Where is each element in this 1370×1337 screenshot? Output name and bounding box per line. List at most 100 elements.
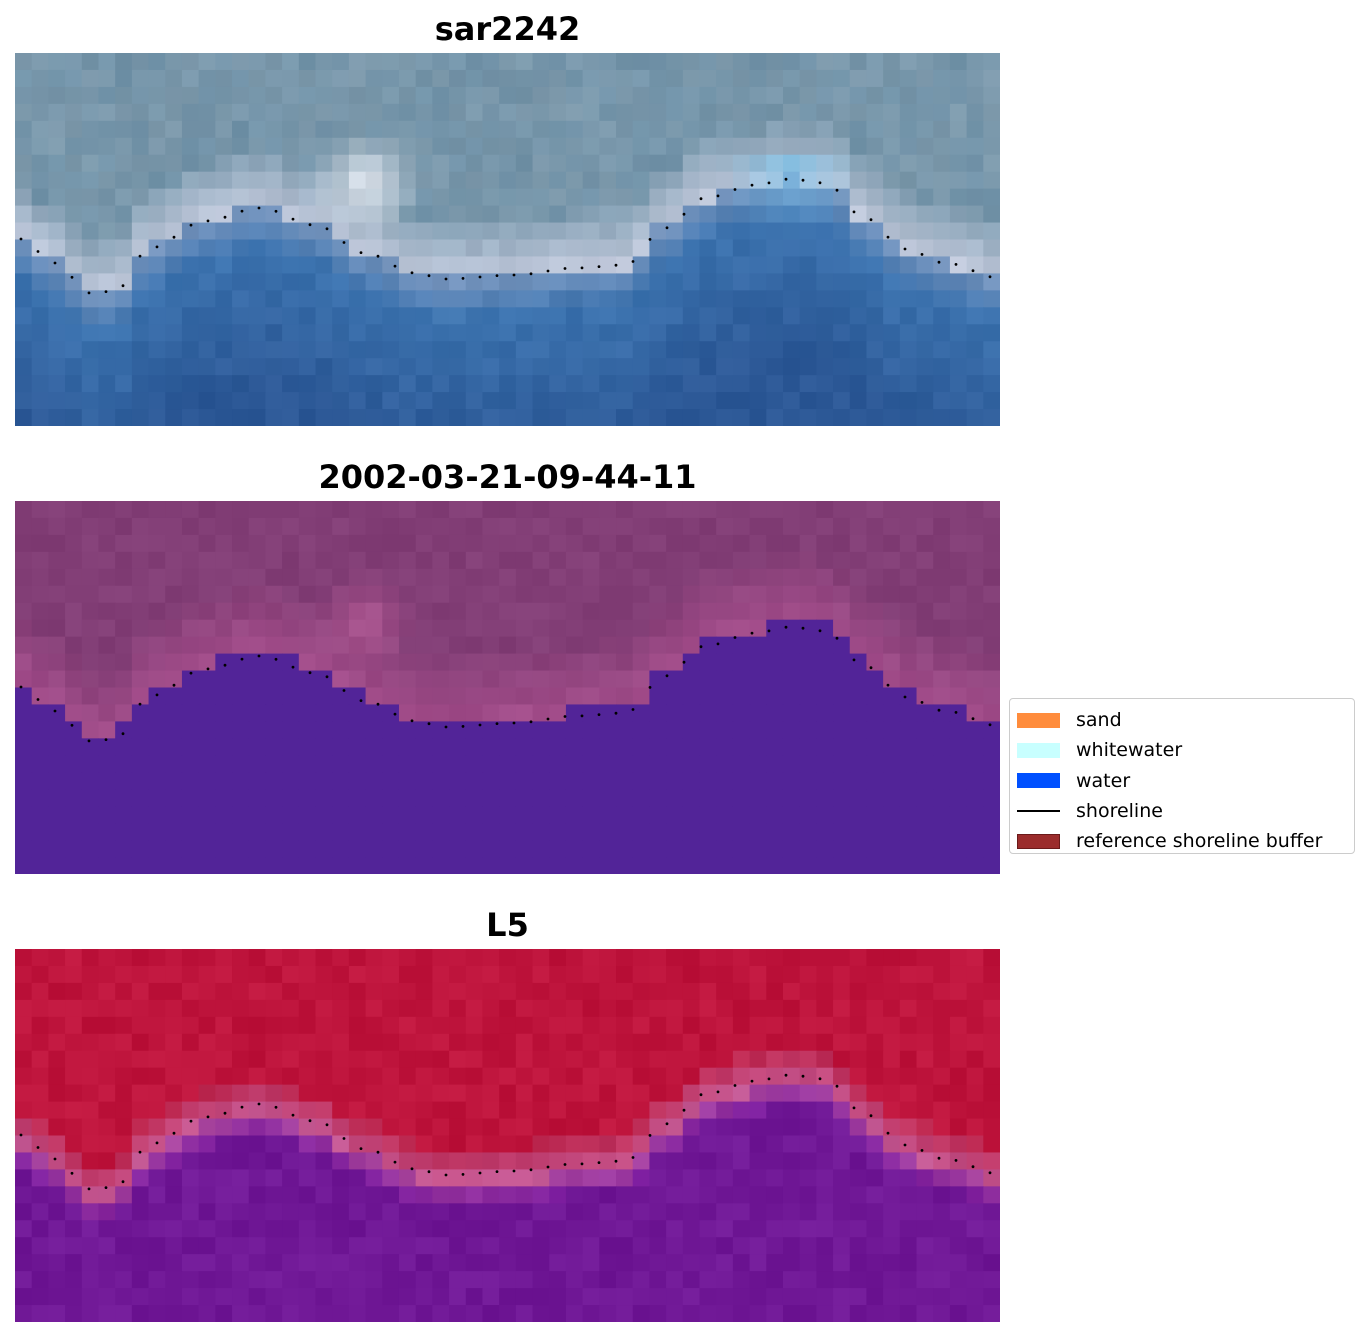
image-pixel (966, 636, 984, 655)
image-pixel (666, 1101, 684, 1120)
image-pixel (432, 103, 450, 122)
image-pixel (398, 53, 417, 71)
image-pixel (282, 551, 300, 570)
image-pixel (582, 534, 600, 553)
image-pixel (866, 1118, 884, 1137)
image-pixel (749, 341, 767, 359)
image-pixel (198, 53, 216, 71)
image-pixel (766, 1152, 784, 1170)
shoreline-point (36, 250, 40, 253)
image-pixel (248, 806, 267, 824)
image-pixel (432, 840, 450, 858)
image-pixel (632, 551, 650, 570)
image-pixel (65, 86, 83, 105)
image-pixel (632, 857, 650, 874)
image-pixel (449, 120, 467, 139)
image-pixel (465, 1220, 484, 1238)
image-pixel (332, 687, 350, 706)
image-pixel (15, 965, 33, 984)
image-pixel (766, 1305, 784, 1322)
image-pixel (348, 1033, 367, 1052)
image-pixel (15, 1101, 33, 1120)
image-pixel (365, 1203, 383, 1221)
image-pixel (48, 273, 66, 291)
image-pixel (499, 1169, 517, 1187)
image-pixel (365, 171, 383, 190)
image-pixel (515, 154, 534, 173)
image-pixel (131, 120, 150, 139)
image-pixel (198, 982, 216, 1001)
image-pixel (298, 704, 317, 722)
image-pixel (732, 1050, 751, 1069)
image-pixel (699, 1084, 717, 1103)
image-pixel (332, 823, 350, 841)
image-pixel (81, 551, 100, 570)
image-pixel (732, 273, 751, 291)
image-pixel (215, 222, 233, 241)
image-pixel (732, 602, 751, 621)
image-pixel (933, 965, 951, 984)
image-pixel (799, 290, 817, 308)
image-pixel (131, 840, 150, 858)
image-pixel (81, 375, 100, 393)
image-pixel (966, 670, 984, 689)
image-pixel (198, 806, 216, 824)
image-pixel (432, 1118, 450, 1137)
image-pixel (398, 653, 417, 672)
image-pixel (31, 53, 49, 71)
image-pixel (782, 358, 801, 376)
image-pixel (232, 806, 250, 824)
image-pixel (549, 205, 567, 224)
image-pixel (65, 823, 83, 841)
image-pixel (415, 1254, 433, 1272)
image-pixel (232, 1186, 250, 1204)
image-pixel (933, 188, 951, 207)
image-pixel (666, 1152, 684, 1170)
panel-title-index: L5 (486, 906, 529, 944)
image-pixel (198, 738, 216, 756)
image-pixel (398, 568, 417, 587)
image-pixel (398, 534, 417, 553)
image-pixel (398, 188, 417, 207)
image-pixel (499, 551, 517, 570)
image-pixel (348, 1186, 367, 1204)
image-pixel (616, 290, 634, 308)
image-pixel (682, 324, 701, 342)
image-pixel (966, 789, 984, 807)
image-pixel (799, 823, 817, 841)
image-pixel (849, 517, 868, 536)
image-pixel (949, 1254, 968, 1272)
image-pixel (432, 290, 450, 308)
image-pixel (382, 392, 400, 410)
image-pixel (365, 1186, 383, 1204)
image-pixel (949, 999, 968, 1018)
image-pixel (616, 949, 634, 967)
image-pixel (749, 375, 767, 393)
image-pixel (315, 670, 333, 689)
image-pixel (565, 86, 584, 105)
image-pixel (115, 982, 133, 1001)
image-pixel (766, 1288, 784, 1306)
image-pixel (31, 1050, 49, 1069)
image-pixel (515, 982, 534, 1001)
image-pixel (365, 949, 383, 967)
shoreline-point (699, 645, 703, 649)
image-pixel (398, 619, 417, 638)
image-pixel (916, 501, 934, 519)
image-pixel (115, 1101, 133, 1120)
image-pixel (432, 738, 450, 756)
image-pixel (232, 375, 250, 393)
shoreline-point (767, 629, 771, 633)
image-pixel (382, 653, 400, 672)
image-pixel (532, 1254, 550, 1272)
image-pixel (849, 103, 868, 122)
image-pixel (81, 602, 100, 621)
image-pixel (332, 1101, 350, 1120)
image-pixel (181, 670, 200, 689)
image-pixel (215, 409, 233, 426)
image-pixel (849, 1118, 868, 1137)
image-pixel (31, 789, 49, 807)
image-pixel (181, 392, 200, 410)
image-pixel (282, 53, 300, 71)
image-pixel (899, 1169, 918, 1187)
